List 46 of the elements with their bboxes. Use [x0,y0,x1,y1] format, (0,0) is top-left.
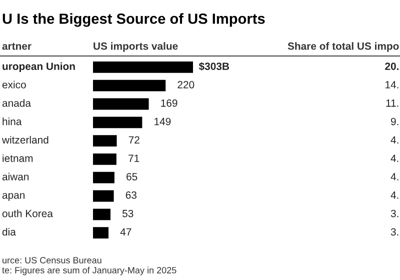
data-label: $303B [198,62,230,71]
y-tick-label: uropean Union [2,62,75,72]
y-tick-label: exico [2,80,26,88]
y-axis-title: artner [2,42,32,50]
text: urce: US Census Bureau [2,257,102,264]
text: 14. [386,81,398,88]
text: 3. [390,210,398,218]
bar [93,80,166,92]
bar [93,227,109,239]
data-label: 72 [128,136,140,144]
text: 4. [390,154,398,162]
text: 11. [386,100,398,107]
data-label: 220 [178,81,194,88]
y-tick-label: apan [2,193,24,201]
y-tick-label: ietnam [2,154,33,162]
text: 3. [390,228,398,236]
y-tick-label: dia [2,228,16,236]
data-label: 53 [122,210,134,218]
text: 4. [390,136,398,144]
y-tick-label: outh Korea [2,210,53,218]
data-label: 149 [154,118,171,126]
text: 4. [390,173,398,180]
data-label: 47 [120,228,132,236]
y-tick-label: anada [2,99,31,107]
bar [93,208,110,220]
bar [93,153,116,165]
text: 4. [390,192,398,199]
data-label: 65 [126,173,138,180]
x-axis-title: US imports value [94,42,178,52]
bar [93,61,193,73]
text: 9. [391,118,398,126]
bar [93,135,117,147]
data-label: 71 [128,154,140,162]
bar [93,190,114,202]
text: te: Figures are sum of January-May in 2025 [2,266,176,276]
text: Share of total US impo [288,42,399,52]
bar [93,98,149,110]
bar [93,116,142,128]
y-tick-label: aiwan [2,172,29,180]
y-tick-label: hina [2,118,22,126]
data-label: 63 [126,191,136,199]
bar [93,172,114,184]
text: 20. [385,62,398,70]
data-label: 169 [161,99,178,107]
chart-title: U Is the Biggest Source of US Imports [2,13,265,27]
y-tick-label: witzerland [2,136,48,144]
